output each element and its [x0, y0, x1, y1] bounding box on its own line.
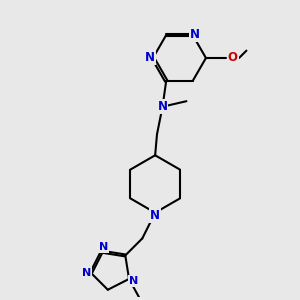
Text: N: N — [129, 276, 138, 286]
Text: O: O — [228, 52, 238, 64]
Text: N: N — [99, 242, 108, 252]
Text: N: N — [190, 28, 200, 41]
Text: N: N — [146, 51, 155, 64]
Text: N: N — [150, 209, 160, 222]
Text: N: N — [82, 268, 91, 278]
Text: N: N — [158, 100, 167, 113]
